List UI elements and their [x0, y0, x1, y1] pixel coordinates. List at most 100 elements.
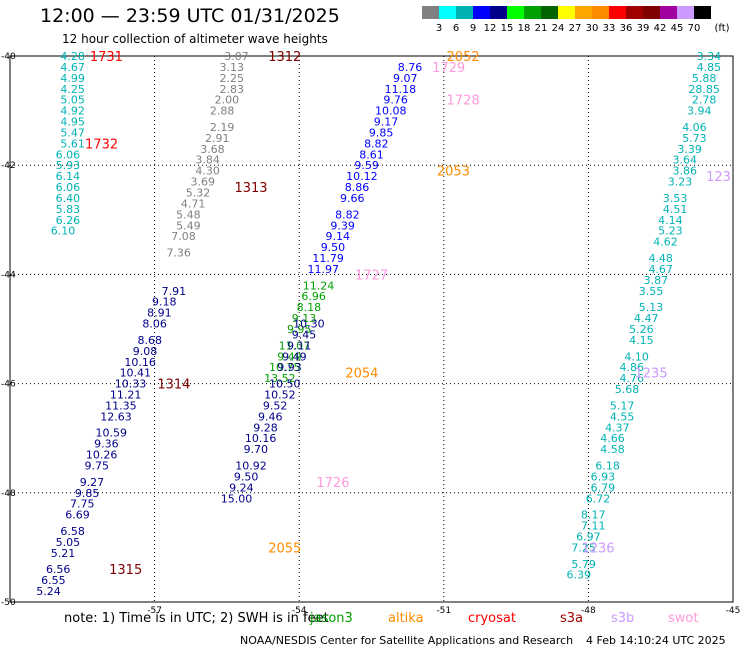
- wave-height-point: 9.49: [277, 350, 302, 363]
- wave-height-point: 4.71: [181, 197, 206, 210]
- wave-height-point: 4.67: [60, 61, 85, 74]
- wave-height-point: 4.48: [648, 252, 673, 265]
- scale-label: 33: [602, 23, 616, 34]
- wave-height-point: 6.10: [51, 225, 76, 238]
- scale-label: 24: [551, 23, 565, 34]
- wave-height-point: 13.52: [264, 372, 296, 385]
- wave-height-point: 4.86: [620, 361, 645, 374]
- wave-height-point: 5.73: [682, 132, 707, 145]
- wave-height-point: 9.52: [263, 399, 288, 412]
- wave-height-point: 7.11: [581, 520, 606, 533]
- wave-height-point: 4.15: [629, 334, 654, 347]
- scale-swatch: [422, 6, 439, 19]
- wave-height-point: 2.78: [692, 94, 717, 107]
- wave-height-point: 8.82: [335, 208, 360, 221]
- satellite-swot: swot: [668, 611, 699, 626]
- wave-height-point: 3.23: [668, 176, 693, 189]
- pass-time-label: 1235: [635, 367, 668, 382]
- scale-label: 36: [619, 23, 633, 34]
- wave-height-point: 3.53: [663, 192, 688, 205]
- x-tick-label: -45: [726, 606, 740, 616]
- pass-time-label: 2055: [268, 541, 301, 556]
- wave-height-point: 9.11: [287, 339, 312, 352]
- wave-height-point: 4.92: [60, 105, 85, 118]
- wave-height-point: 4.62: [653, 236, 678, 249]
- wave-height-point: 9.50: [321, 241, 346, 254]
- wave-height-point: 5.05: [56, 536, 81, 549]
- y-tick-label: -42: [1, 161, 16, 171]
- wave-height-point: 7.91: [162, 285, 187, 298]
- wave-height-point: 6.26: [56, 214, 81, 227]
- scale-label: 15: [500, 23, 514, 34]
- wave-height-point: 9.07: [393, 72, 418, 85]
- wave-height-point: 9.49: [282, 350, 307, 363]
- wave-height-point: 10.26: [86, 449, 118, 462]
- wave-height-point: 5.61: [60, 137, 85, 150]
- wave-height-point: 15.00: [221, 492, 253, 505]
- wave-height-point: 4.10: [624, 350, 649, 363]
- wave-height-point: 10.50: [269, 378, 301, 391]
- wave-height-point: 5.23: [658, 225, 683, 238]
- wave-height-point: 4.85: [697, 61, 722, 74]
- wave-height-point: 5.21: [51, 547, 76, 560]
- wave-height-point: 8.18: [297, 301, 322, 314]
- scale-swatch: [660, 6, 677, 19]
- scale-swatch: [592, 6, 609, 19]
- wave-height-point: 9.50: [234, 470, 259, 483]
- wave-height-point: 3.86: [673, 165, 698, 178]
- wave-height-point: 9.08: [133, 345, 158, 358]
- wave-height-point: 5.47: [60, 126, 85, 139]
- y-tick-label: -40: [1, 52, 16, 62]
- pass-time-label: 1731: [90, 50, 123, 65]
- wave-height-point: 4.25: [60, 83, 85, 96]
- wave-height-point: 9.24: [229, 481, 254, 494]
- wave-height-point: 3.87: [644, 274, 669, 287]
- y-tick-label: -44: [1, 270, 16, 280]
- y-tick-label: -46: [1, 380, 16, 390]
- wave-height-point: 5.17: [610, 399, 635, 412]
- wave-height-point: 9.13: [292, 312, 317, 325]
- wave-height-point: 5.13: [639, 301, 664, 314]
- wave-height-point: 5.68: [615, 383, 640, 396]
- wave-height-point: 9.66: [340, 192, 365, 205]
- wave-height-point: 6.40: [56, 192, 81, 205]
- scale-label: 3: [435, 23, 443, 34]
- wave-height-point: 11.79: [312, 252, 344, 265]
- wave-height-point: 11.35: [105, 399, 137, 412]
- pass-time-label: 2054: [345, 367, 378, 382]
- scale-swatch: [626, 6, 643, 19]
- satellite-altika: altika: [388, 611, 424, 626]
- x-tick-label: -51: [436, 606, 451, 616]
- scale-label: 27: [568, 23, 582, 34]
- wave-height-point: 10.30: [293, 318, 325, 331]
- wave-height-point: 4.28: [60, 50, 85, 63]
- wave-height-point: 5.88: [692, 72, 717, 85]
- wave-height-point: 8.76: [398, 61, 423, 74]
- wave-height-point: 11.97: [308, 263, 340, 276]
- x-tick-label: -57: [147, 606, 162, 616]
- scale-label: 21: [534, 23, 548, 34]
- scale-swatch: [541, 6, 558, 19]
- wave-height-point: 6.93: [591, 470, 616, 483]
- wave-height-point: 9.70: [244, 443, 269, 456]
- pass-time-label: 123: [706, 170, 731, 185]
- wave-height-point: 9.18: [152, 296, 177, 309]
- chart-subtitle: 12 hour collection of altimeter wave hei…: [62, 32, 328, 46]
- scale-label: 12: [483, 23, 497, 34]
- y-tick-label: -50: [1, 598, 16, 608]
- wave-height-point: 11.18: [385, 83, 417, 96]
- pass-time-label: 1732: [85, 137, 118, 152]
- wave-height-point: 9.75: [85, 460, 110, 473]
- wave-height-point: 8.82: [364, 137, 389, 150]
- wave-height-point: 6.55: [41, 574, 66, 587]
- wave-height-point: 3.55: [639, 285, 664, 298]
- wave-height-point: 10.75: [269, 361, 301, 374]
- wave-height-point: 4.95: [60, 116, 85, 129]
- wave-height-point: 6.69: [65, 509, 90, 522]
- wave-height-point: 28.85: [688, 83, 720, 96]
- wave-height-point: 2.25: [219, 72, 244, 85]
- scale-swatch: [456, 6, 473, 19]
- chart-title: 12:00 — 23:59 UTC 01/31/2025: [40, 5, 340, 27]
- scale-label: 9: [469, 23, 477, 34]
